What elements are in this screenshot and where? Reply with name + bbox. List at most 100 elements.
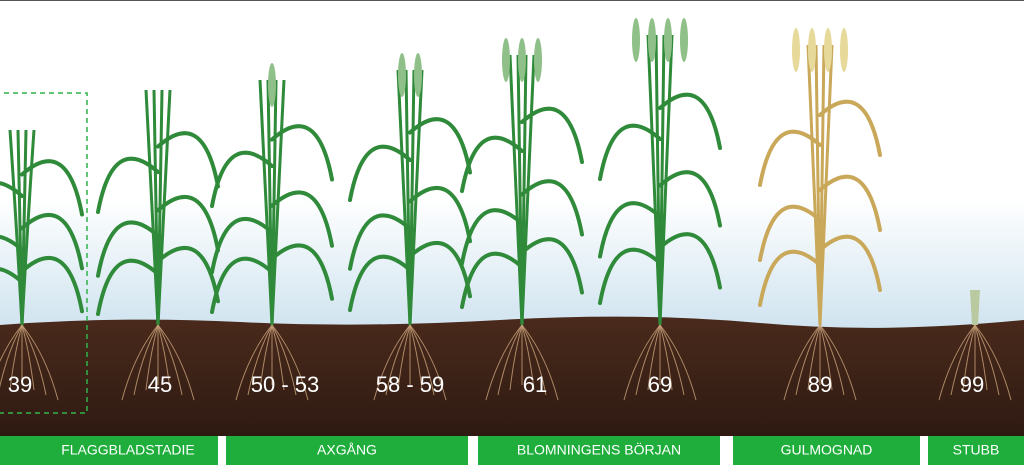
stage-number: 69 — [648, 372, 672, 397]
root — [235, 324, 273, 401]
root — [21, 324, 47, 396]
leaf — [598, 247, 662, 305]
stage-number: 58 - 59 — [376, 372, 445, 397]
stem — [972, 289, 975, 326]
stage-number: 99 — [960, 372, 984, 397]
stem — [658, 34, 674, 326]
root — [974, 324, 1000, 396]
labels: 39 45 50 - 53 58 - 59 61 69 89 99 FLAGGBLADSTADI… — [0, 372, 1024, 465]
leaf — [758, 249, 822, 307]
leaf — [658, 232, 722, 290]
root — [271, 324, 285, 391]
stage-number: 61 — [523, 372, 547, 397]
root — [659, 324, 697, 401]
root — [0, 324, 23, 363]
root — [938, 324, 976, 401]
leaf — [408, 117, 472, 175]
leaf — [20, 159, 84, 217]
leaf — [156, 195, 220, 253]
leaf — [0, 181, 24, 198]
leaf — [818, 174, 882, 232]
leaf — [460, 135, 524, 193]
leaf — [96, 258, 160, 316]
stem — [408, 69, 424, 326]
phase-bar — [733, 436, 920, 465]
leaf — [598, 123, 662, 181]
root — [521, 324, 535, 391]
root — [21, 324, 59, 401]
root — [950, 324, 976, 396]
ear — [632, 18, 640, 62]
root — [974, 324, 988, 391]
phase-bar — [226, 436, 468, 465]
phase-bar — [478, 436, 720, 465]
root — [409, 324, 435, 396]
leaf — [460, 251, 524, 309]
ear — [268, 63, 276, 107]
root — [819, 324, 845, 396]
plant — [210, 63, 334, 401]
leaf — [270, 124, 334, 182]
root — [509, 324, 523, 391]
phase-bar — [0, 436, 218, 465]
root — [623, 324, 661, 401]
stem — [520, 54, 536, 326]
phase-label: FLAGGBLADSTADIE — [61, 442, 195, 458]
leaf — [270, 190, 334, 248]
leaf — [348, 213, 412, 271]
plant — [96, 89, 220, 401]
phase-bar — [928, 436, 1024, 465]
ear — [664, 18, 672, 62]
root — [647, 324, 661, 391]
root — [373, 324, 411, 401]
root — [385, 324, 411, 396]
root — [807, 324, 821, 391]
root — [259, 324, 273, 391]
stage-number: 39 — [8, 372, 32, 397]
leaf — [520, 237, 584, 295]
root — [485, 324, 523, 401]
ear — [792, 28, 800, 72]
root — [635, 324, 661, 396]
leaf — [818, 234, 882, 292]
leaf — [348, 254, 412, 312]
stem — [970, 289, 974, 326]
leaf — [408, 241, 472, 299]
leaf — [0, 267, 24, 284]
root — [271, 324, 297, 396]
root — [409, 324, 447, 401]
ear — [680, 18, 688, 62]
ear — [518, 38, 526, 82]
root — [145, 324, 159, 391]
root — [271, 324, 309, 401]
root — [659, 324, 685, 396]
plant — [758, 28, 882, 401]
leaf — [758, 204, 822, 262]
stage-number: 45 — [148, 372, 172, 397]
phase-label: GULMOGNAD — [781, 442, 873, 458]
ear — [824, 28, 832, 72]
root — [9, 324, 23, 391]
phase-label: AXGÅNG — [317, 442, 377, 458]
leaf — [0, 234, 24, 252]
top-border — [0, 0, 1024, 1]
leaf — [210, 150, 274, 208]
plant — [938, 289, 1012, 401]
root — [121, 324, 159, 401]
root — [157, 324, 183, 396]
leaf — [96, 156, 160, 214]
ear — [534, 38, 542, 82]
ear — [840, 28, 848, 72]
root — [819, 324, 857, 401]
highlight-box — [0, 92, 88, 414]
stem — [270, 79, 286, 326]
leaf — [348, 144, 412, 202]
ear — [648, 18, 656, 62]
root — [133, 324, 159, 396]
root — [247, 324, 273, 396]
leaf — [210, 217, 274, 275]
phase-label: BLOMNINGENS BÖRJAN — [517, 441, 681, 458]
stem — [975, 289, 978, 326]
